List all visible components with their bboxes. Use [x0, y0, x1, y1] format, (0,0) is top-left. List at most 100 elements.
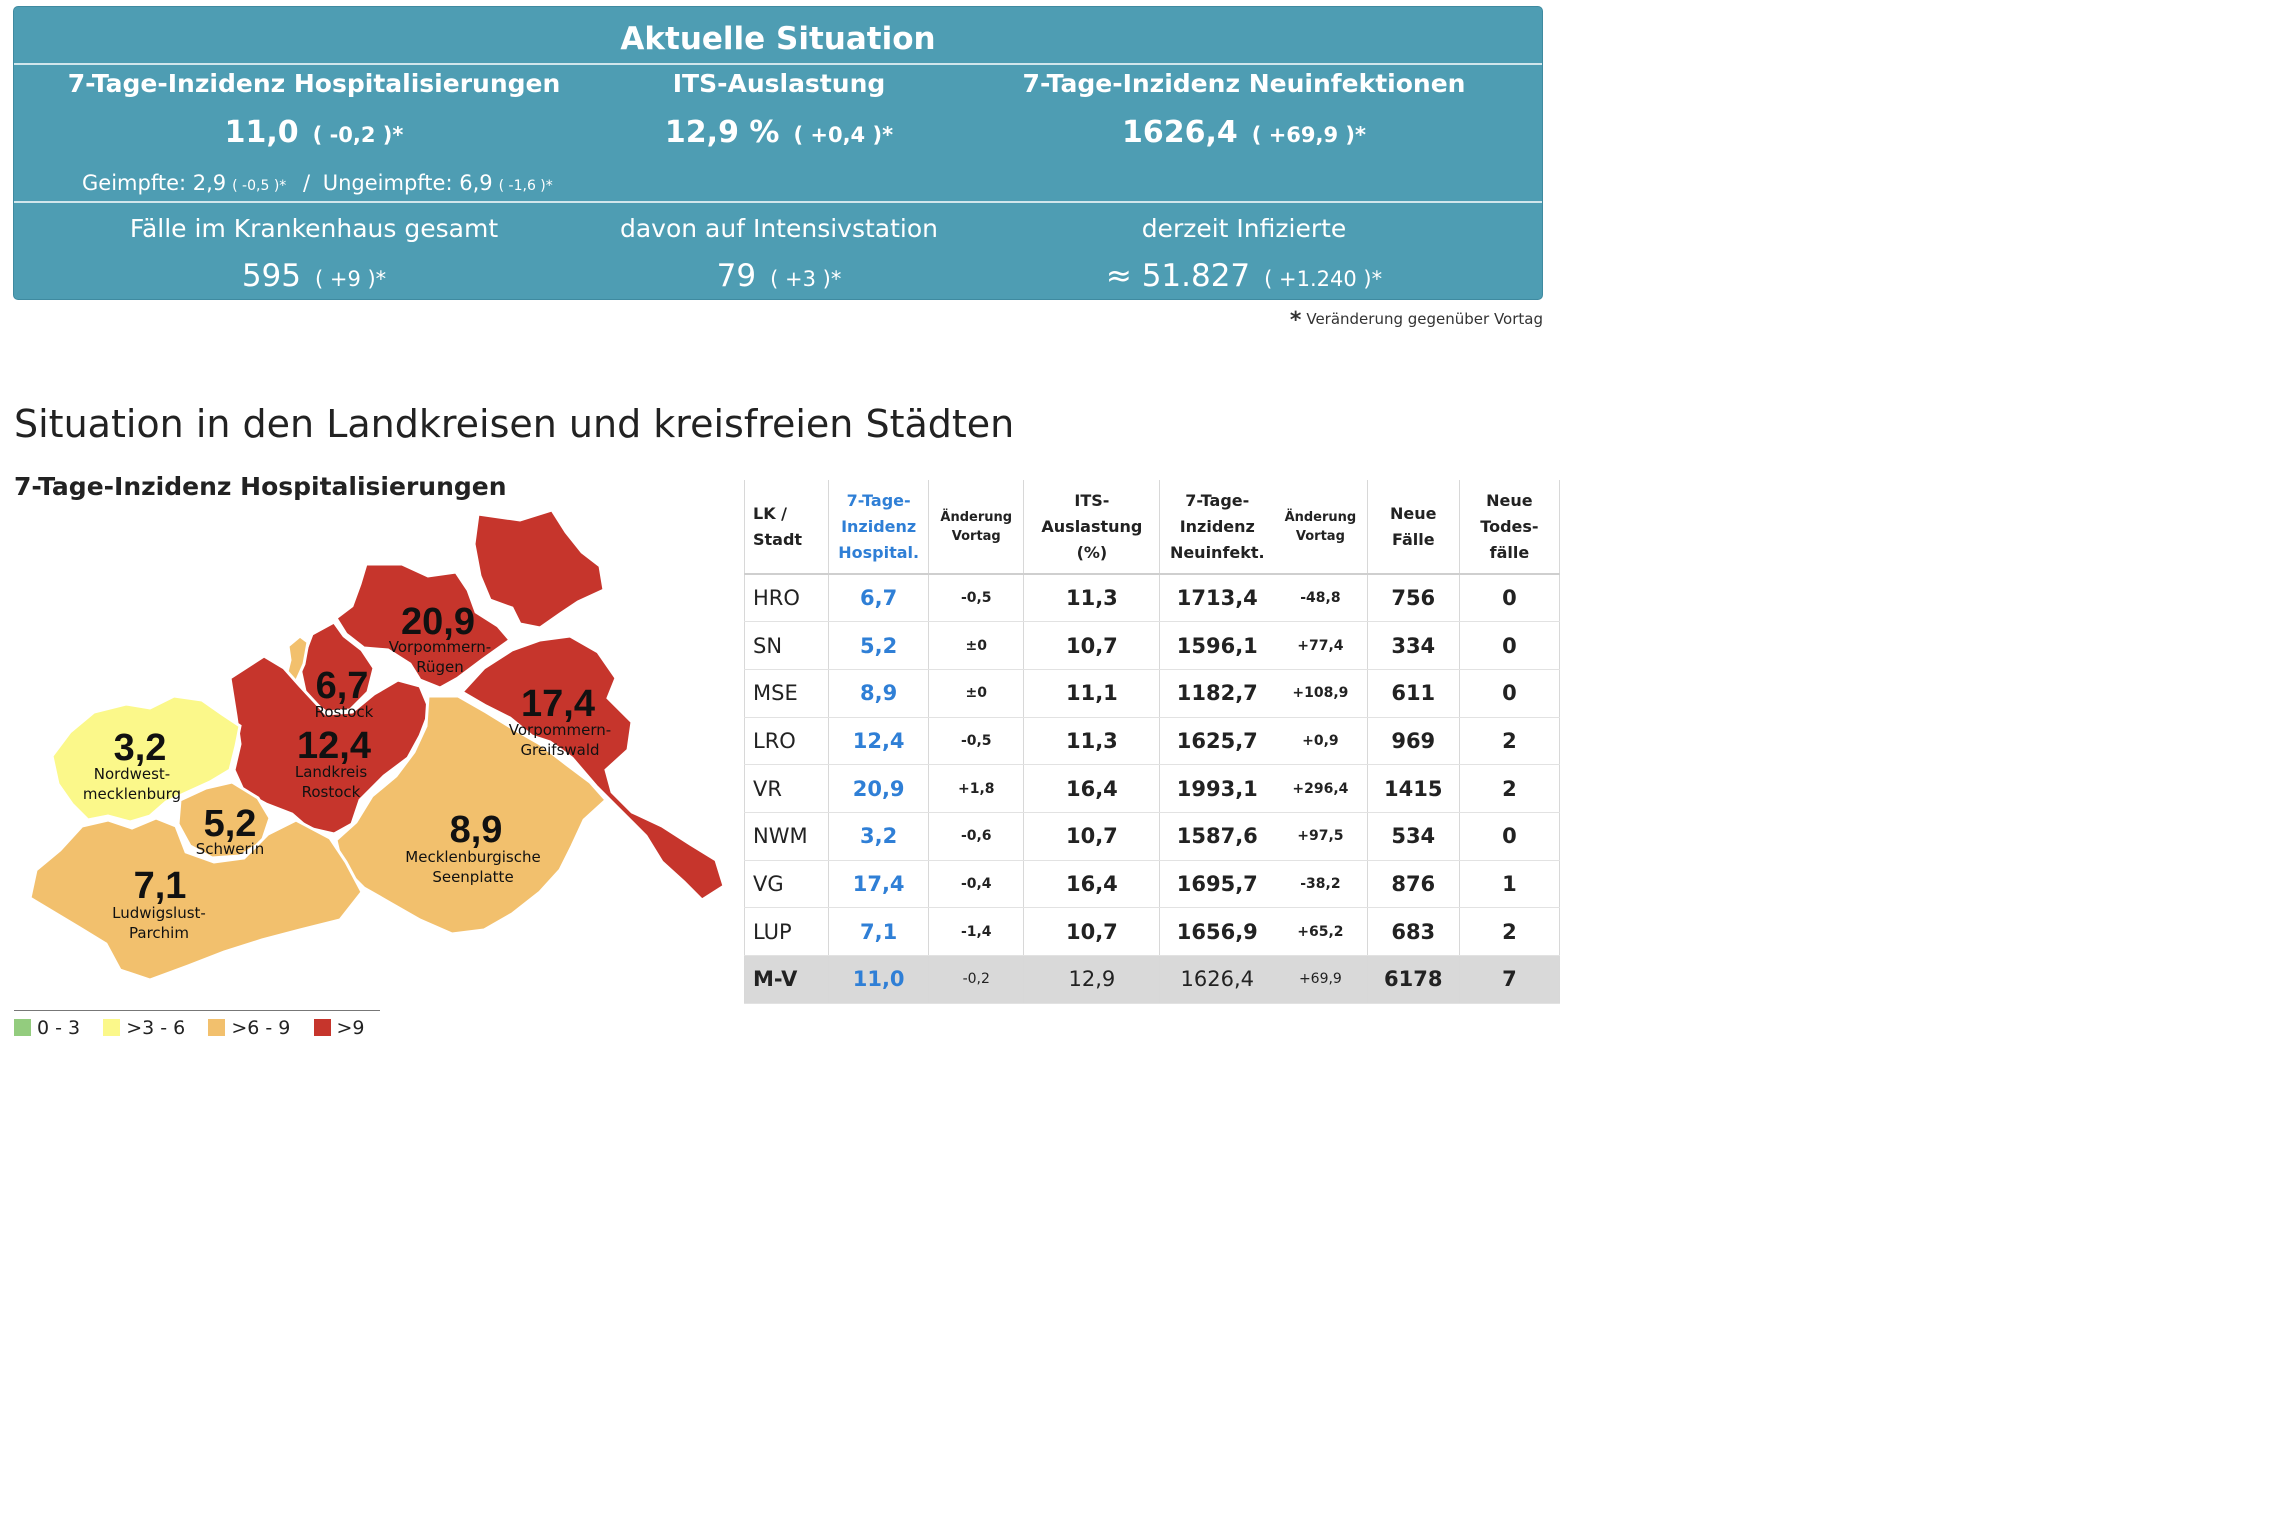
infection-change-cell: +65,2: [1274, 907, 1368, 956]
its-label: ITS-Auslastung: [672, 69, 886, 98]
hosp-change-cell: -0,5: [928, 574, 1025, 623]
infection-incidence-label: 7-Tage-Inzidenz Neuinfektionen: [1022, 69, 1466, 98]
table-row: VG 17,4 -0,4 16,4 1695,7 -38,2 876 1: [743, 860, 1561, 909]
footnote: * Veränderung gegenüber Vortag: [1290, 308, 1543, 333]
table-row: VR 20,9 +1,8 16,4 1993,1 +296,4 1415 2: [743, 764, 1561, 813]
hosp-incidence-value: 11,0: [224, 115, 299, 150]
total-hosp-change: -0,2: [928, 955, 1025, 1004]
map-label-lup-2: Parchim: [129, 924, 189, 942]
infection-incidence-cell: 1656,9: [1159, 907, 1275, 956]
new-deaths-cell: 1: [1459, 860, 1561, 909]
vaccination-split: Geimpfte: 2,9 ( -0,5 )* / Ungeimpfte: 6,9…: [82, 171, 557, 195]
header-new-cases[interactable]: Neue Fälle: [1367, 480, 1460, 575]
header-lk[interactable]: LK / Stadt: [743, 480, 830, 575]
infected-change: ( +1.240 )*: [1264, 267, 1383, 291]
new-deaths-cell: 0: [1459, 812, 1561, 861]
district-name: LRO: [743, 717, 830, 766]
its-stat: 12,9 % ( +0,4 )*: [549, 115, 1009, 150]
table-row: LRO 12,4 -0,5 11,3 1625,7 +0,9 969 2: [743, 717, 1561, 766]
icu-change: ( +3 )*: [770, 267, 842, 291]
infection-incidence-value: 1626,4: [1122, 115, 1238, 150]
map-label-sn: Schwerin: [196, 840, 265, 858]
its-cell: 10,7: [1023, 621, 1161, 670]
hosp-change-cell: +1,8: [928, 764, 1025, 813]
new-cases-cell: 334: [1367, 621, 1460, 670]
hosp-change-cell: -0,4: [928, 860, 1025, 909]
table-row: SN 5,2 ±0 10,7 1596,1 +77,4 334 0: [743, 621, 1561, 670]
its-cell: 11,1: [1023, 669, 1161, 718]
infected-label: derzeit Infizierte: [1141, 214, 1347, 243]
infection-incidence-cell: 1625,7: [1159, 717, 1275, 766]
hospital-total-stat: 595 ( +9 )*: [44, 258, 584, 294]
infection-change-cell: +108,9: [1274, 669, 1368, 718]
header-hosp-incidence[interactable]: 7-Tage- Inzidenz Hospital.: [828, 480, 930, 575]
current-situation-panel: Aktuelle Situation 7-Tage-Inzidenz Hospi…: [13, 6, 1543, 300]
its-value: 12,9 %: [664, 115, 780, 150]
icu-stat: 79 ( +3 )*: [549, 258, 1009, 294]
table-row: LUP 7,1 -1,4 10,7 1656,9 +65,2 683 2: [743, 907, 1561, 956]
table-total-row: M-V 11,0 -0,2 12,9 1626,4 +69,9 6178 7: [743, 955, 1561, 1004]
legend-label: >3 - 6: [126, 1017, 186, 1039]
infected-stat: ≈ 51.827 ( +1.240 )*: [1014, 258, 1474, 294]
its-cell: 16,4: [1023, 860, 1161, 909]
unvaccinated-label: Ungeimpfte: 6,9: [322, 171, 493, 195]
infection-incidence-cell: 1713,4: [1159, 574, 1275, 623]
district-table: LK / Stadt 7-Tage- Inzidenz Hospital. Änder…: [743, 480, 1561, 1004]
district-map: 20,9 Vorpommern- Rügen 6,7 Rostock 17,4 …: [28, 508, 726, 980]
infection-incidence-cell: 1182,7: [1159, 669, 1275, 718]
hosp-incidence-cell: 5,2: [828, 621, 930, 670]
legend-item: >3 - 6: [103, 1017, 185, 1039]
map-label-mse-2: Seenplatte: [432, 868, 513, 886]
header-infection-change[interactable]: Änderung Vortag: [1274, 480, 1368, 575]
region-vorpommern-ruegen[interactable]: [333, 508, 606, 690]
map-value-lro: 12,4: [297, 725, 371, 767]
its-cell: 16,4: [1023, 764, 1161, 813]
total-name: M-V: [743, 955, 830, 1004]
infection-change-cell: -38,2: [1274, 860, 1368, 909]
split-separator: /: [302, 171, 311, 195]
legend-item: >9: [313, 1017, 365, 1039]
map-label-lro-2: Rostock: [302, 783, 361, 801]
infection-incidence-cell: 1993,1: [1159, 764, 1275, 813]
infection-incidence-cell: 1587,6: [1159, 812, 1275, 861]
hosp-incidence-cell: 3,2: [828, 812, 930, 861]
vaccinated-change: ( -0,5 )*: [232, 178, 287, 194]
new-cases-cell: 1415: [1367, 764, 1460, 813]
header-hosp-change[interactable]: Änderung Vortag: [928, 480, 1025, 575]
total-hosp-incidence: 11,0: [828, 955, 930, 1004]
region-vorpommern-greifswald[interactable]: [459, 634, 726, 902]
map-value-sn: 5,2: [204, 803, 257, 845]
hosp-change-cell: ±0: [928, 669, 1025, 718]
infection-change-cell: +77,4: [1274, 621, 1368, 670]
table-row: MSE 8,9 ±0 11,1 1182,7 +108,9 611 0: [743, 669, 1561, 718]
region-nordwestmecklenburg[interactable]: [50, 694, 242, 824]
legend-label: 0 - 3: [37, 1017, 81, 1039]
new-cases-cell: 534: [1367, 812, 1460, 861]
divider: [14, 201, 1542, 203]
new-deaths-cell: 0: [1459, 669, 1561, 718]
legend-swatch-yellow: [103, 1019, 121, 1036]
map-label-nwm-2: mecklenburg: [83, 785, 181, 803]
total-its: 12,9: [1023, 955, 1161, 1004]
infection-incidence-change: ( +69,9 )*: [1251, 123, 1366, 147]
header-new-deaths[interactable]: Neue Todes-fälle: [1459, 480, 1561, 575]
hosp-incidence-cell: 12,4: [828, 717, 930, 766]
district-name: MSE: [743, 669, 830, 718]
map-value-vg: 17,4: [521, 683, 595, 725]
new-deaths-cell: 2: [1459, 764, 1561, 813]
footnote-text: Veränderung gegenüber Vortag: [1306, 310, 1543, 328]
its-change: ( +0,4 )*: [793, 123, 894, 147]
total-infection-change: +69,9: [1274, 955, 1368, 1004]
infection-change-cell: +97,5: [1274, 812, 1368, 861]
its-cell: 10,7: [1023, 907, 1161, 956]
header-its[interactable]: ITS- Auslastung (%): [1023, 480, 1161, 575]
district-name: HRO: [743, 574, 830, 623]
new-deaths-cell: 2: [1459, 717, 1561, 766]
legend-item: >6 - 9: [208, 1017, 290, 1039]
region-mecklenburgische-seenplatte[interactable]: [334, 694, 609, 936]
legend-swatch-red: [313, 1019, 331, 1036]
header-infection-incidence[interactable]: 7-Tage- Inzidenz Neuinfekt.: [1159, 480, 1275, 575]
total-new-cases: 6178: [1367, 955, 1460, 1004]
region-ludwigslust-parchim[interactable]: [28, 816, 364, 980]
hosp-incidence-cell: 6,7: [828, 574, 930, 623]
